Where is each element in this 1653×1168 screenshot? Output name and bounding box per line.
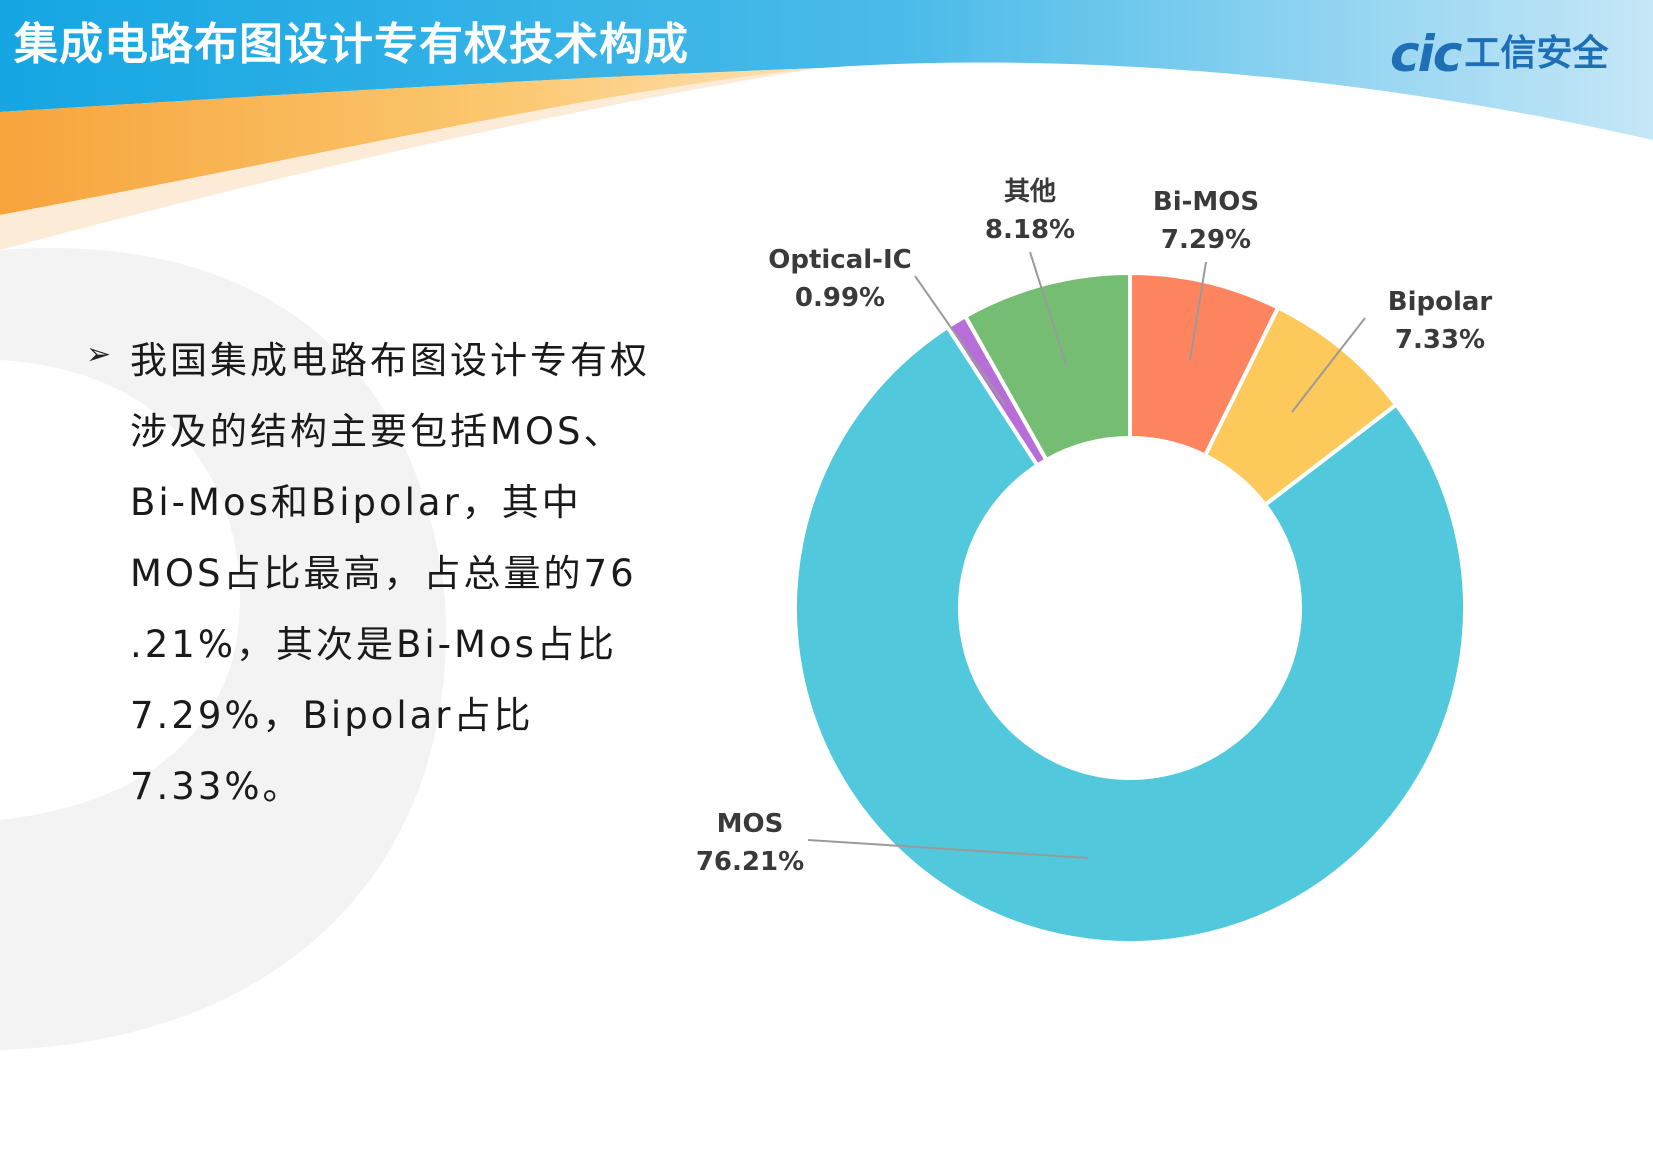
slice-name-label: MOS bbox=[717, 809, 784, 839]
slice-value-label: 7.29% bbox=[1161, 225, 1251, 255]
slice-value-label: 7.33% bbox=[1395, 325, 1485, 355]
slice-name-label: 其他 bbox=[1004, 177, 1056, 207]
leader-line-Bi-MOS bbox=[1189, 261, 1207, 361]
slice-name-label: Optical-IC bbox=[768, 245, 911, 275]
arrow-bullet-icon: ➢ bbox=[86, 337, 112, 372]
slice-MOS[interactable] bbox=[792, 324, 1467, 945]
leader-line-Optical-IC bbox=[914, 275, 1006, 406]
slice-其他[interactable] bbox=[962, 270, 1132, 463]
page-title: 集成电路布图设计专有权技术构成 bbox=[14, 19, 689, 70]
bullet-text: 我国集成电路布图设计专有权涉及的结构主要包括MOS、Bi-Mos和Bipolar… bbox=[130, 339, 650, 808]
leader-line-MOS bbox=[807, 839, 1089, 859]
leader-line-其他 bbox=[1029, 251, 1067, 366]
leader-line-Bipolar bbox=[1291, 317, 1366, 413]
slice-value-label: 8.18% bbox=[985, 215, 1075, 245]
background-arc bbox=[0, 247, 446, 1051]
logo-mark: cic bbox=[1390, 25, 1462, 83]
cic-logo: cic 工信安全 bbox=[1390, 25, 1609, 83]
slice-value-label: 0.99% bbox=[795, 283, 885, 313]
header-orange-swoosh bbox=[0, 68, 820, 215]
slice-value-label: 76.21% bbox=[696, 847, 804, 877]
slice-name-label: Bipolar bbox=[1388, 287, 1493, 317]
bullet-block: ➢ 我国集成电路布图设计专有权涉及的结构主要包括MOS、Bi-Mos和Bipol… bbox=[86, 325, 686, 822]
slice-name-label: Bi-MOS bbox=[1153, 187, 1259, 217]
header-blue-band bbox=[0, 0, 1653, 140]
logo-text: 工信安全 bbox=[1464, 33, 1609, 74]
